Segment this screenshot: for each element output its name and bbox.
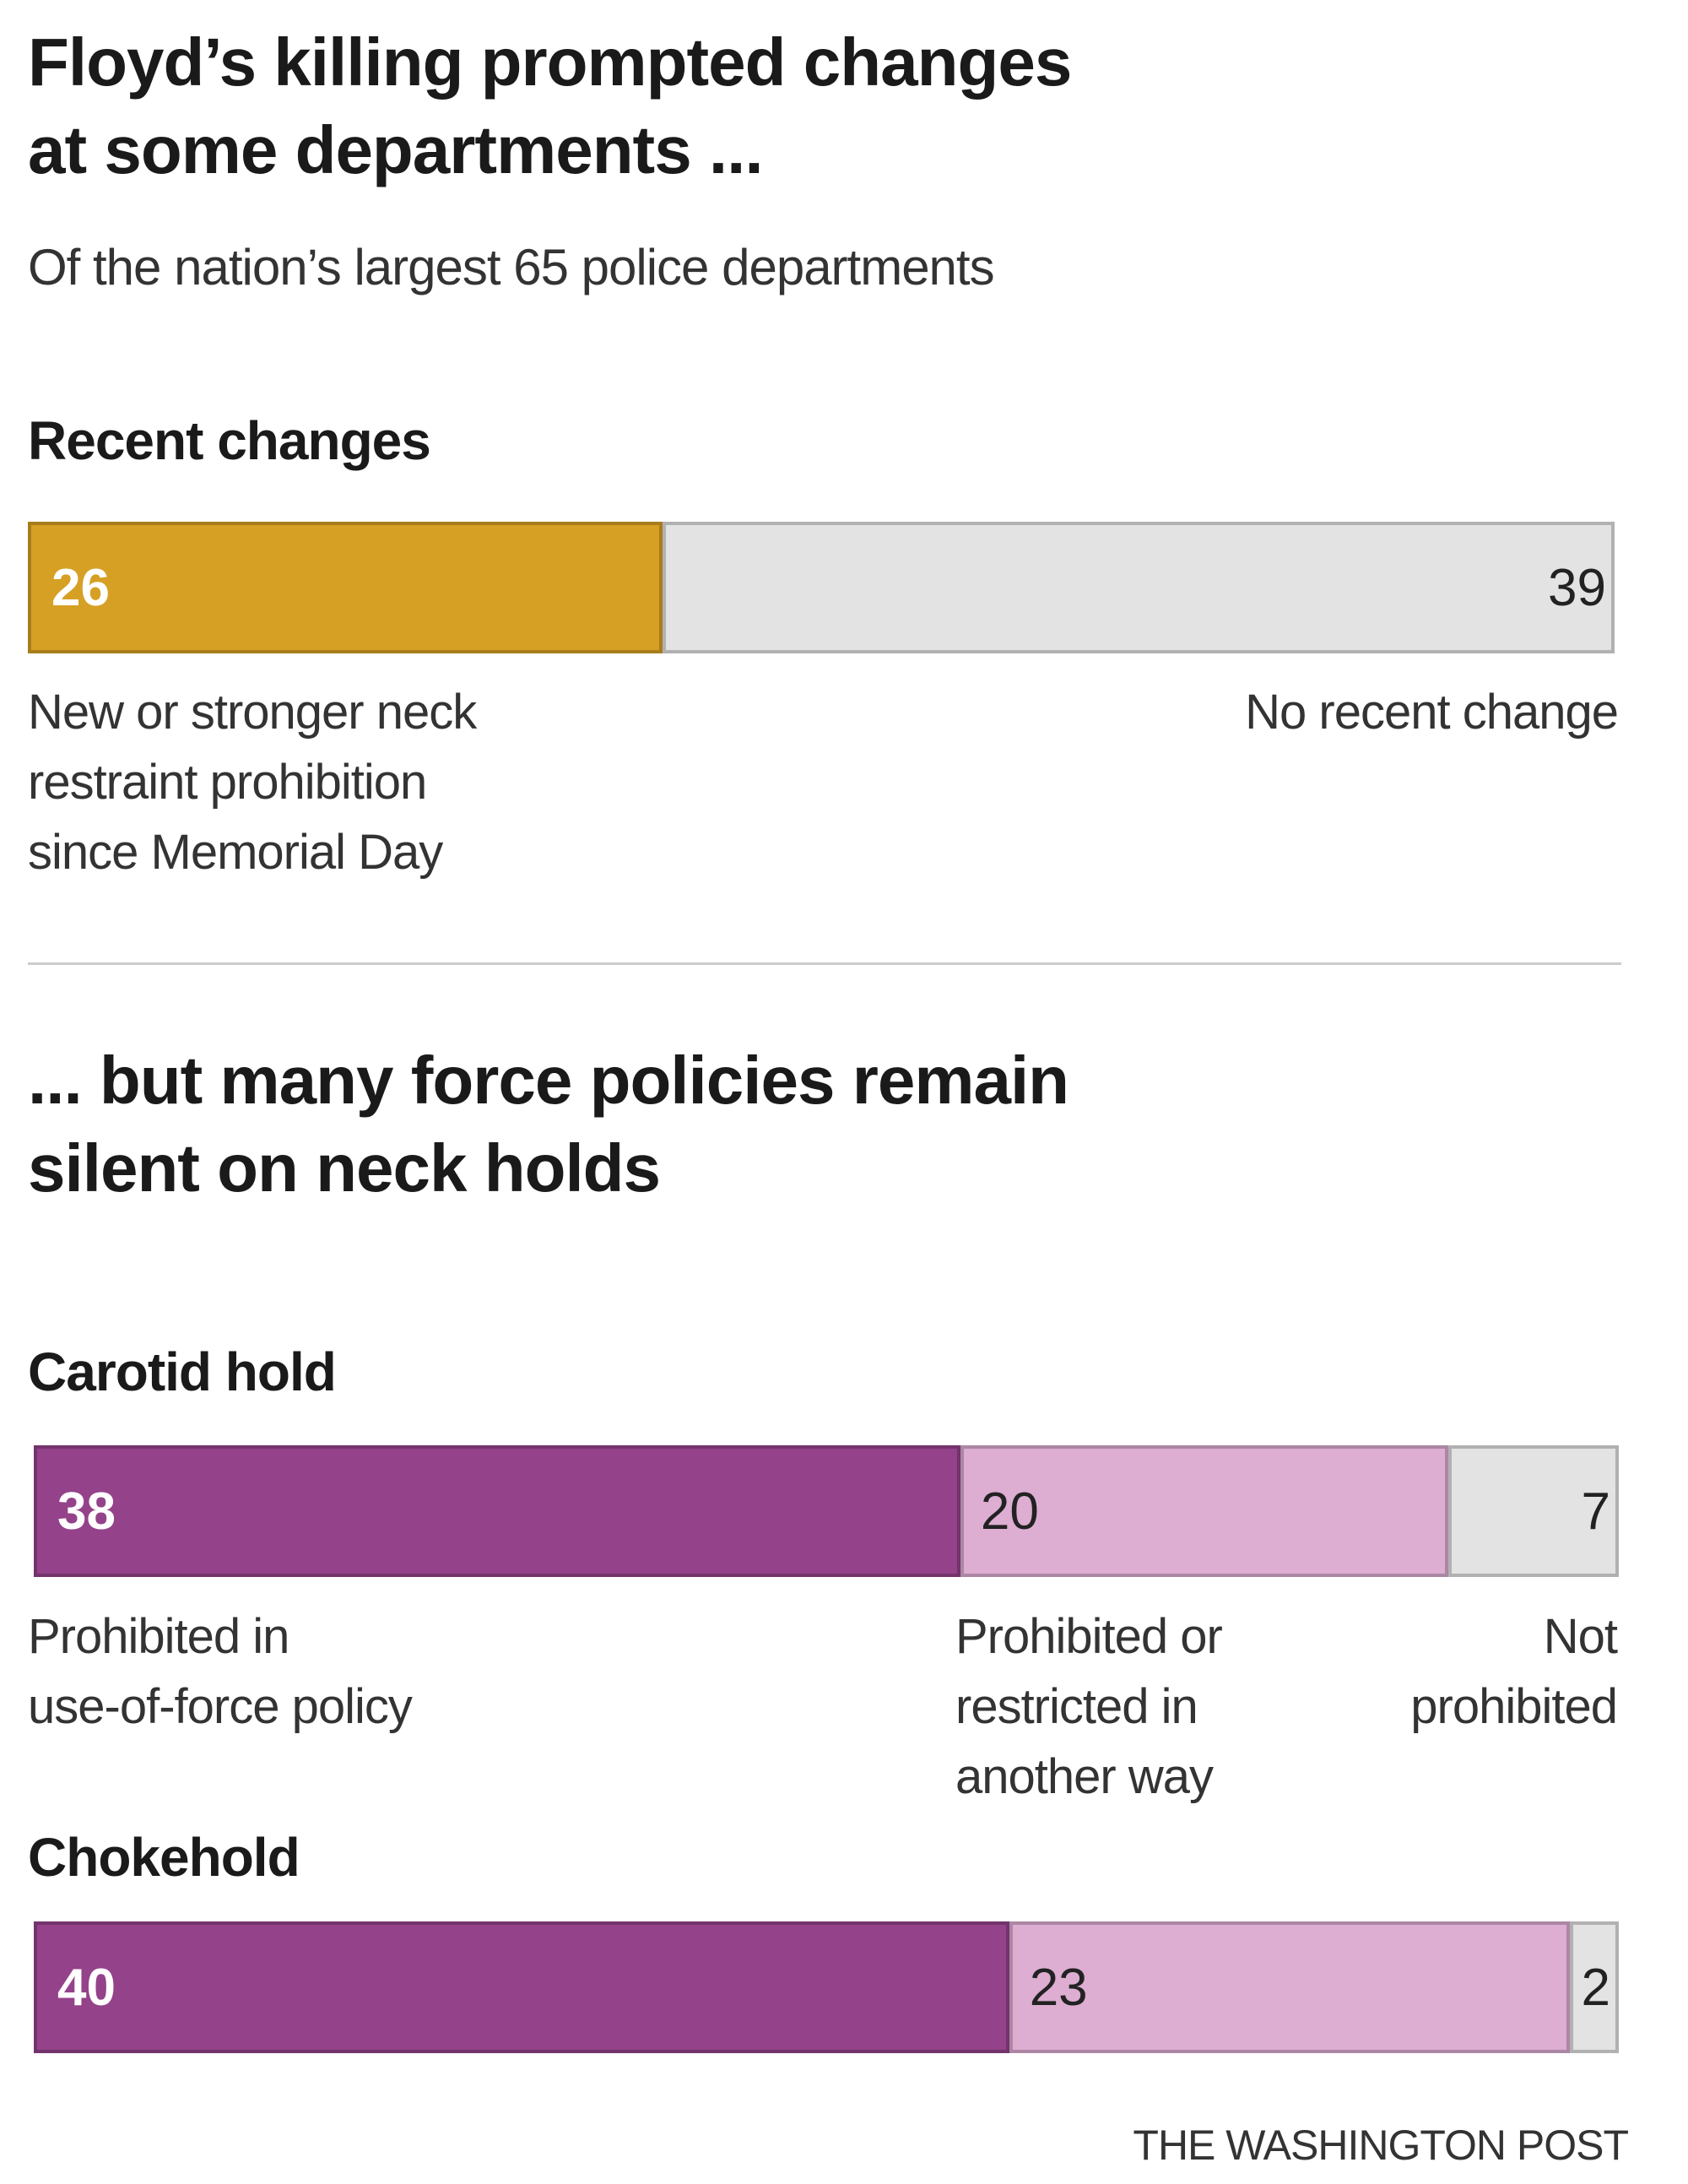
bar-segment: 26 [28,522,663,653]
segment-label-prohibited-policy: Prohibited in use-of-force policy [28,1609,413,1734]
segment-value-label: 23 [1029,1958,1088,2017]
chart-title-1-line-2: at some departments ... [28,112,764,187]
bar-segment: 23 [1009,1921,1571,2053]
bar-segment: 20 [960,1445,1448,1577]
bar-segment: 2 [1570,1921,1619,2053]
segment-value-label: 2 [1581,1958,1610,2017]
segment-value-label: 20 [980,1482,1039,1541]
chart-title-2-line-1: ... but many force policies remain [28,1043,1069,1118]
segment-label-not-prohibited: Not prohibited [1410,1609,1618,1734]
section-divider [28,962,1621,965]
group-title-recent-changes: Recent changes [28,410,431,471]
bar-carotid-hold: 38 20 7 [34,1445,1619,1577]
bar-segment: 39 [663,522,1615,653]
footer-credit: THE WASHINGTON POST [1133,2122,1629,2169]
bar-chokehold: 40 23 2 [34,1921,1619,2053]
segment-value-label: 39 [1548,558,1606,617]
segment-label-new-prohibition: New or stronger neck restraint prohibiti… [28,685,477,880]
bar-segment: 40 [34,1921,1009,2053]
segment-label-no-change: No recent change [1245,685,1619,740]
chart-subtitle: Of the nation’s largest 65 police depart… [28,239,995,295]
group-title-carotid-hold: Carotid hold [28,1341,337,1402]
chart-title-1-line-1: Floyd’s killing prompted changes [28,24,1072,100]
segment-value-label: 40 [57,1958,116,2017]
bar-recent-changes: 26 39 [28,522,1615,653]
group-title-chokehold: Chokehold [28,1827,300,1888]
bar-segment: 38 [34,1445,960,1577]
bar-segment: 7 [1447,1445,1619,1577]
chart-title-2-line-2: silent on neck holds [28,1130,661,1206]
segment-value-label: 26 [51,558,110,617]
segment-value-label: 38 [57,1482,116,1541]
segment-value-label: 7 [1581,1482,1610,1541]
segment-label-prohibited-other: Prohibited or restricted in another way [955,1609,1223,1804]
